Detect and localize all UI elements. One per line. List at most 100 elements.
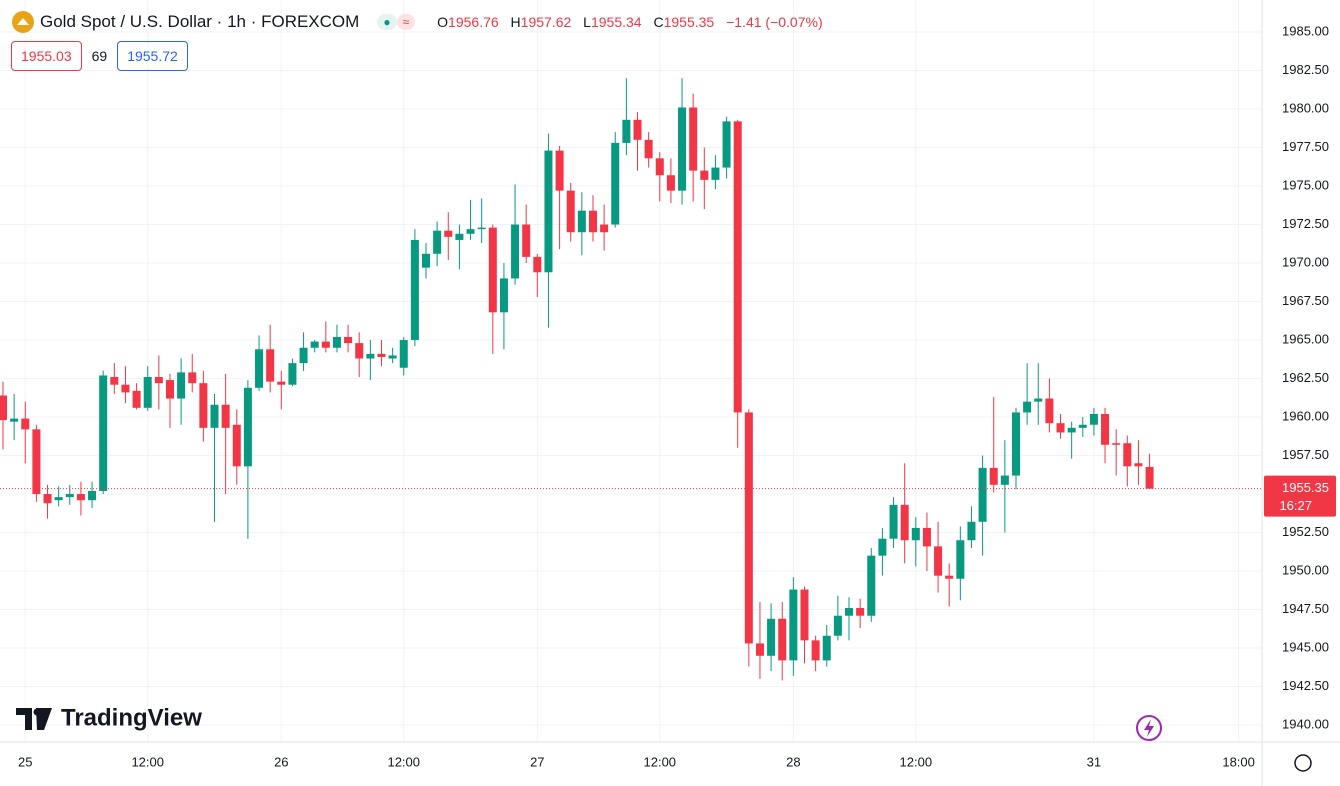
candle-body (410, 239, 419, 341)
candle-body (143, 377, 152, 408)
candle-body (1078, 424, 1087, 428)
candle-body (433, 230, 442, 254)
ask[interactable]: 1955.72 (117, 41, 188, 71)
ohlc-value: 1955.34 (590, 14, 642, 30)
candle-body (577, 210, 586, 233)
x-tick-label: 12:00 (387, 754, 420, 769)
ohlc-value: 1956.76 (448, 14, 499, 30)
candle-body (477, 227, 486, 230)
y-tick-label: 1975.00 (1282, 177, 1329, 192)
candle-body (767, 618, 776, 656)
candle-body (967, 521, 976, 541)
candle-body (255, 349, 264, 388)
bid[interactable]: 1955.03 (11, 41, 82, 71)
candle-body (1000, 475, 1009, 485)
candle-body (388, 355, 397, 359)
candle-body (10, 418, 19, 422)
data-status[interactable]: ≈ (396, 14, 416, 30)
candle-body (455, 233, 464, 240)
y-tick-label: 1970.00 (1282, 254, 1329, 269)
logo-mark (16, 708, 52, 730)
candle-body (1101, 413, 1110, 445)
candle-body (800, 589, 809, 641)
candle-body (1023, 401, 1032, 413)
candle-body (989, 467, 998, 485)
y-tick-label: 1980.00 (1282, 100, 1329, 115)
candle-body (21, 418, 30, 430)
candle-body (856, 608, 865, 616)
logo-dot (33, 708, 41, 716)
candle-body (0, 395, 8, 421)
candle-body (277, 381, 286, 385)
ohlc-label: C (653, 14, 664, 30)
ohlc-label: O (437, 14, 449, 30)
candle-body (1056, 423, 1065, 433)
y-tick-label: 1947.50 (1282, 601, 1329, 616)
candle-body (733, 121, 742, 413)
change: −1.41 (−0.07%) (726, 14, 823, 30)
candle-body (221, 404, 230, 428)
x-tick-label: 12:00 (644, 754, 677, 769)
spread: 69 (91, 48, 108, 64)
candle-body (956, 540, 965, 579)
candle-body (845, 608, 854, 616)
candle-body (711, 167, 720, 180)
ohlc: O1956.76 H1957.62 L1955.34 C1955.35 −1.4… (437, 14, 830, 30)
ohlc-value: 1957.62 (520, 14, 572, 30)
candle-body (266, 349, 275, 382)
candle-body (1089, 413, 1098, 425)
candle-body (232, 424, 241, 467)
candle-body (121, 384, 130, 393)
lightning-icon[interactable] (1136, 715, 1162, 741)
candle-body (199, 383, 208, 428)
candle-body (444, 230, 453, 237)
candle-body (833, 615, 842, 636)
candle-body (154, 377, 163, 384)
x-tick-label: 31 (1087, 754, 1101, 769)
candle-body (1034, 398, 1043, 402)
candle-body (1045, 398, 1054, 424)
grid (0, 0, 1262, 742)
axes: 1940.00 1942.50 1945.00 1947.50 1950.00 1952.… (18, 23, 1336, 769)
candle-body (533, 256, 542, 273)
candle-body (633, 119, 642, 140)
candle-body (588, 210, 597, 233)
candle-body (299, 347, 308, 364)
candle-body (789, 589, 798, 661)
candle-body (778, 618, 787, 661)
candle-body (366, 353, 375, 359)
candle-body (188, 372, 197, 384)
candle-body (1067, 427, 1076, 433)
candle-body (355, 343, 364, 359)
ohlc-value: 1955.35 (663, 14, 715, 30)
y-tick-label: 1960.00 (1282, 408, 1329, 423)
candle-body (522, 224, 531, 257)
candle-body (811, 640, 820, 661)
candle-body (321, 341, 330, 348)
candle-body (132, 390, 141, 408)
candle-body (622, 119, 631, 143)
candle-body (722, 121, 731, 168)
candle-body (822, 635, 831, 661)
candle-body (600, 224, 609, 233)
candle-body (755, 643, 764, 656)
candle-body (900, 504, 909, 541)
candle-body (165, 380, 174, 399)
y-tick-label: 1965.00 (1282, 331, 1329, 346)
candle-body (978, 467, 987, 522)
x-tick-label: 12:00 (900, 754, 933, 769)
market-status[interactable]: ● (377, 14, 397, 30)
candle-body (210, 404, 219, 428)
y-tick-label: 1982.50 (1282, 62, 1329, 77)
candle-body (1123, 443, 1132, 467)
candle-body (65, 494, 74, 498)
settings-icon[interactable] (1294, 754, 1312, 772)
ohlc-label: H (510, 14, 521, 30)
y-tick-label: 1962.50 (1282, 370, 1329, 385)
candle-body (110, 377, 119, 385)
candle-body (511, 224, 520, 279)
candles (0, 78, 1262, 681)
y-tick-label: 1985.00 (1282, 23, 1329, 38)
candle-body (666, 175, 675, 191)
